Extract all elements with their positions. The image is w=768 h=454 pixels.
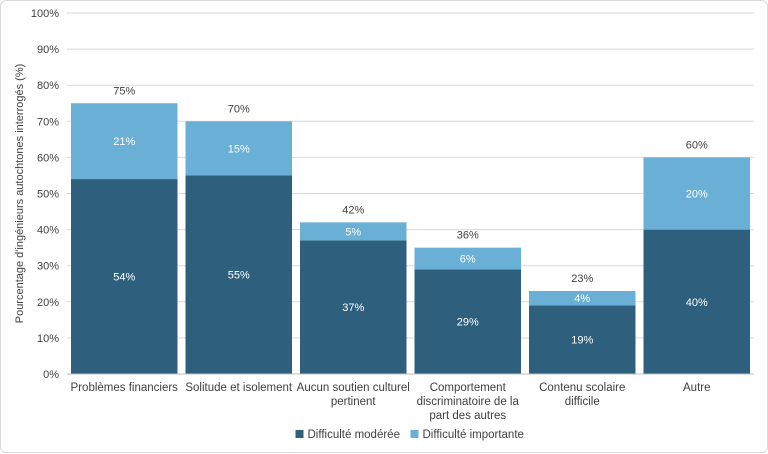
data-label: 19% <box>571 335 593 347</box>
bar-segment <box>300 240 407 374</box>
bar-segment <box>71 179 178 374</box>
x-tick-label: Contenu scolaire difficile <box>539 382 625 408</box>
total-label: 36% <box>457 230 479 242</box>
y-tick-label: 90% <box>37 44 59 56</box>
data-label: 15% <box>228 143 250 155</box>
data-label: 40% <box>686 297 708 309</box>
y-tick-label: 60% <box>37 152 59 164</box>
bar-segment <box>414 269 521 374</box>
y-tick-label: 80% <box>37 80 59 92</box>
data-label: 4% <box>574 293 590 305</box>
bar-segment <box>529 290 636 306</box>
y-tick-label: 30% <box>37 261 59 273</box>
data-label: 5% <box>345 226 361 238</box>
x-tick-label: Solitude et isolement <box>185 382 293 394</box>
y-tick-label: 70% <box>37 116 59 128</box>
y-tick-label: 0% <box>43 369 59 381</box>
y-tick-label: 50% <box>37 189 59 201</box>
data-label: 6% <box>460 253 476 265</box>
total-label: 23% <box>571 273 593 285</box>
total-label: 70% <box>228 103 250 115</box>
legend-swatch <box>410 430 419 438</box>
y-tick-label: 10% <box>37 333 59 345</box>
data-label: 20% <box>686 189 708 201</box>
bar-segment <box>643 229 750 374</box>
bar-segment <box>185 121 292 176</box>
data-label: 54% <box>113 272 135 284</box>
total-label: 75% <box>113 85 135 97</box>
data-label: 55% <box>228 270 250 282</box>
legend-label: Difficulté modérée <box>308 429 400 441</box>
y-axis-label: Pourcentage d'ingénieurs autochtones int… <box>14 64 26 324</box>
data-label: 29% <box>457 317 479 329</box>
bar-segment <box>185 175 292 374</box>
x-tick-label: Autre <box>683 382 711 394</box>
data-label: 37% <box>342 302 364 314</box>
y-tick-label: 100% <box>31 8 59 20</box>
total-label: 42% <box>342 204 364 216</box>
data-label: 21% <box>113 136 135 148</box>
bar-segment <box>643 157 750 230</box>
total-label: 60% <box>686 139 708 151</box>
bar-segment <box>529 305 636 374</box>
legend-swatch <box>295 430 304 438</box>
y-tick-label: 20% <box>37 297 59 309</box>
bar-segment <box>71 103 178 180</box>
legend-label: Difficulté importante <box>423 429 524 441</box>
x-tick-label: Problèmes financiers <box>71 382 179 394</box>
y-tick-label: 40% <box>37 225 59 237</box>
x-tick-label: Comportement discriminatoire de la part de… <box>417 382 520 422</box>
bar-segment <box>414 247 521 270</box>
bar-segment <box>300 222 407 241</box>
x-tick-label: Aucun soutien culturel pertinent <box>297 382 410 408</box>
